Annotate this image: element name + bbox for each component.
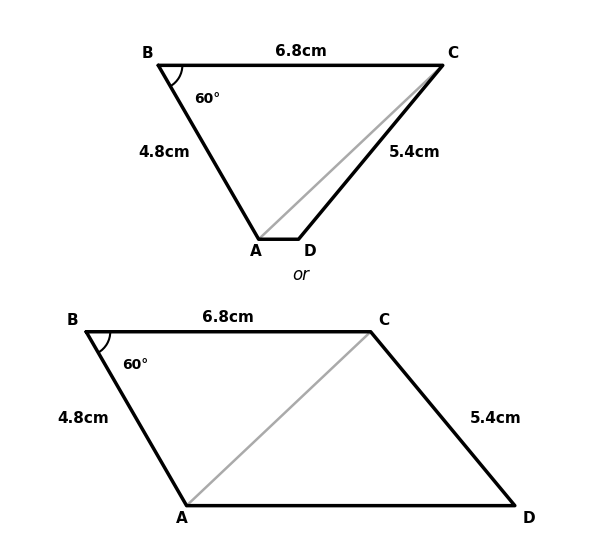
Text: 5.4cm: 5.4cm: [389, 145, 441, 160]
Text: B: B: [67, 312, 79, 327]
Text: 4.8cm: 4.8cm: [58, 411, 109, 426]
Text: 6.8cm: 6.8cm: [203, 310, 254, 325]
Text: C: C: [448, 46, 459, 61]
Text: C: C: [378, 312, 389, 327]
Text: A: A: [250, 244, 261, 259]
Text: B: B: [142, 46, 153, 61]
Text: 6.8cm: 6.8cm: [275, 44, 326, 59]
Text: 4.8cm: 4.8cm: [139, 145, 191, 160]
Text: 60°: 60°: [194, 92, 221, 106]
Text: 60°: 60°: [123, 358, 148, 372]
Text: or: or: [292, 266, 309, 284]
Text: A: A: [176, 511, 188, 526]
Text: 5.4cm: 5.4cm: [470, 411, 522, 426]
Text: D: D: [522, 511, 535, 526]
Text: D: D: [304, 244, 316, 259]
